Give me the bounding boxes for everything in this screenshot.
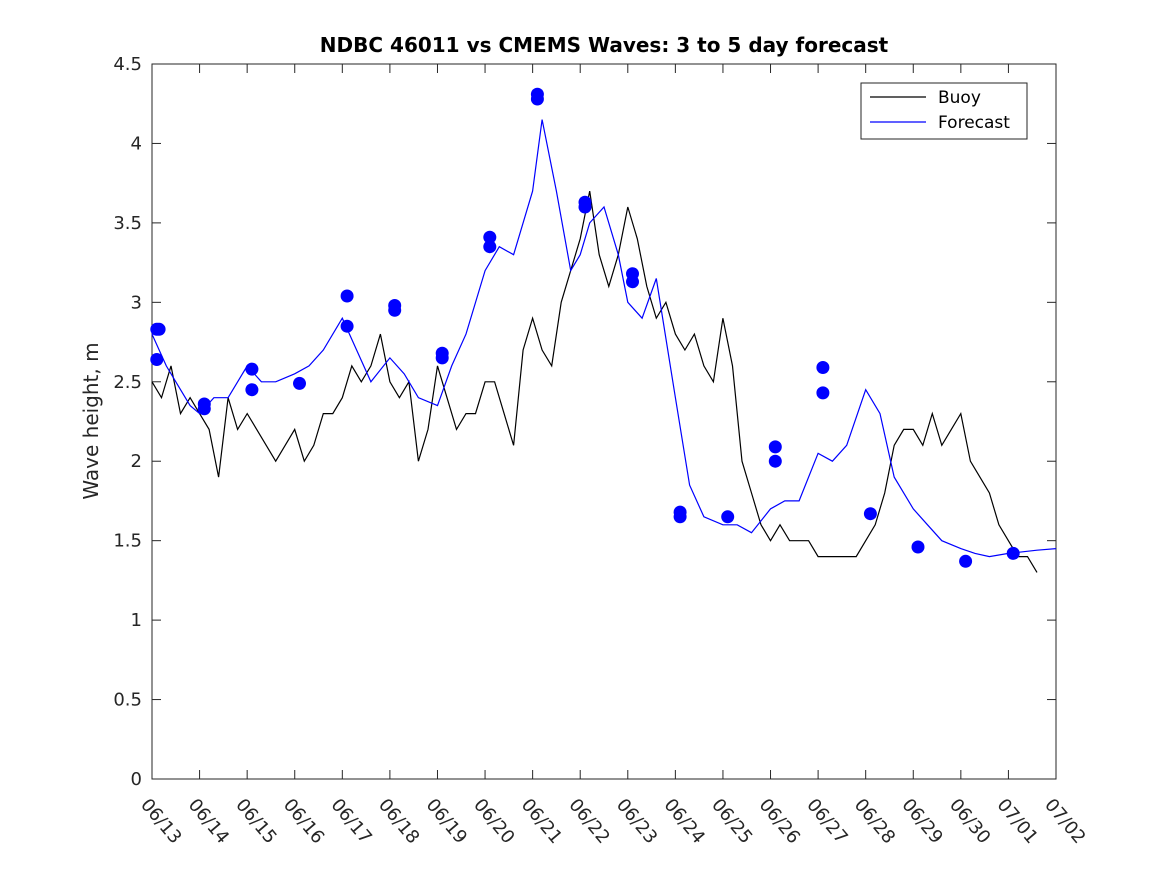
y-tick-label: 4.5 [113,54,142,75]
y-tick-label: 4 [131,133,142,154]
y-tick-label: 3.5 [113,213,142,234]
y-tick-label: 1 [131,610,142,631]
forecast-marker [863,507,877,521]
series-line-buoy [151,190,1038,573]
y-tick-label: 3 [131,292,142,313]
forecast-marker [911,540,925,554]
forecast-marker [816,361,830,374]
forecast-marker [768,454,782,468]
forecast-marker [768,440,782,454]
y-tick-label: 0 [131,769,142,790]
forecast-marker [959,554,973,568]
forecast-marker [530,92,544,106]
forecast-marker [816,386,830,400]
forecast-marker [1006,546,1020,560]
forecast-marker [435,351,449,365]
legend-box [860,82,1028,140]
y-axis: 0 0.5 1 1.5 2 2.5 3 3.5 4 4.5 [113,54,1056,790]
legend-label-buoy: Buoy [938,88,981,108]
series-layer [151,119,1057,573]
forecast-marker [152,322,166,336]
series-line-forecast [151,119,1057,558]
chart-title: NDBC 46011 vs CMEMS Waves: 3 to 5 day fo… [320,33,889,57]
forecast-marker [293,376,306,390]
plot-frame [151,63,1057,780]
forecast-marker [483,240,497,254]
forecast-marker [626,275,639,289]
legend: Buoy Forecast [860,82,1028,140]
forecast-marker [721,510,735,524]
forecast-marker [673,510,687,524]
forecast-marker [197,402,211,416]
forecast-marker [340,289,354,303]
y-tick-label: 2.5 [113,372,142,393]
forecast-markers [150,87,1020,568]
y-tick-label: 2 [131,451,142,472]
forecast-marker [150,353,164,366]
plot-area: 00.511.522.533.544.5 06/1306/1406/1506/1… [113,54,1089,848]
y-axis-label: Wave height, m [79,342,103,499]
forecast-marker [388,303,402,317]
forecast-marker [245,383,259,397]
y-tick-label: 0.5 [113,690,142,711]
y-tick-label: 1.5 [113,531,142,552]
forecast-marker [340,319,354,333]
forecast-marker [483,230,497,244]
forecast-marker [245,362,259,376]
forecast-marker [578,200,592,214]
legend-label-forecast: Forecast [938,113,1010,133]
